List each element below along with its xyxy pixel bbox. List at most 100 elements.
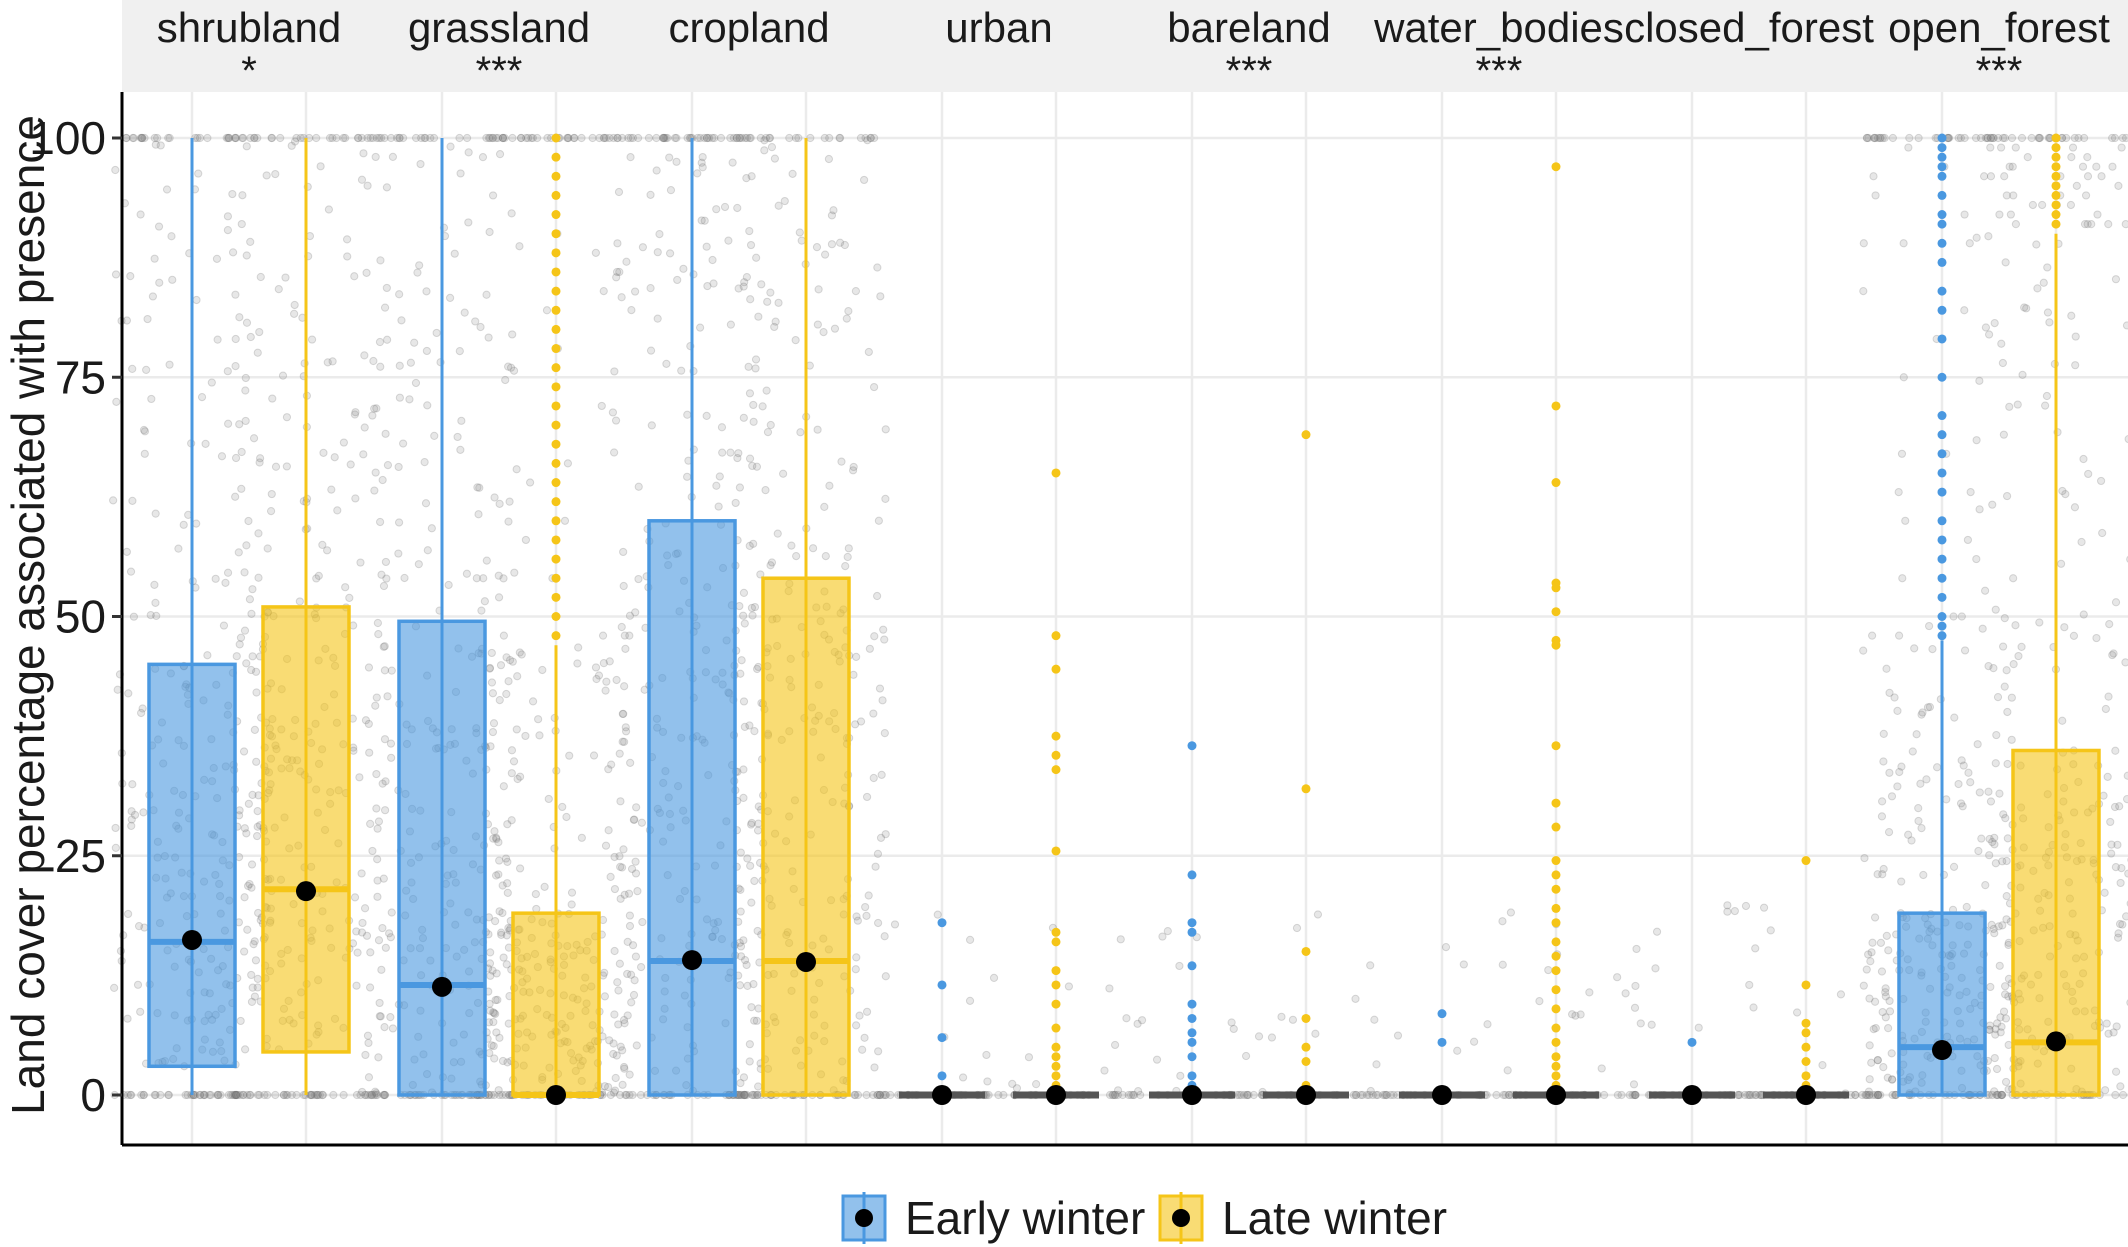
jitter-point [504, 362, 513, 371]
jitter-point [162, 185, 172, 194]
outlier-point [1551, 798, 1561, 808]
jitter-point [168, 275, 177, 284]
jitter-point [1133, 1019, 1142, 1028]
jitter-point [1873, 1090, 1883, 1100]
jitter-point [619, 1015, 629, 1025]
jitter-point [613, 978, 622, 987]
jitter-point [1869, 133, 1879, 143]
jitter-point [370, 1090, 379, 1100]
jitter-point [195, 1090, 205, 1100]
jitter-point [1858, 1090, 1867, 1100]
jitter-point [371, 1087, 380, 1096]
jitter-point [683, 472, 692, 481]
outlier-point [1551, 822, 1561, 832]
jitter-point [825, 481, 834, 490]
jitter-point [241, 386, 250, 395]
jitter-point [746, 240, 756, 250]
jitter-point [504, 517, 513, 526]
jitter-point [999, 1090, 1008, 1100]
jitter-point [152, 611, 161, 621]
jitter-point [1108, 1090, 1117, 1100]
jitter-point [143, 314, 152, 324]
jitter-point [362, 931, 372, 940]
jitter-point [787, 541, 796, 550]
outlier-point [1937, 449, 1947, 459]
jitter-point [1851, 1090, 1860, 1100]
jitter-point [1865, 994, 1874, 1003]
jitter-point [618, 737, 627, 746]
outlier-point [1937, 554, 1947, 564]
jitter-point [387, 666, 396, 675]
jitter-point [621, 1090, 630, 1100]
jitter-point [620, 1064, 629, 1073]
jitter-point [122, 547, 131, 556]
jitter-point [1932, 763, 1942, 772]
jitter-point [751, 355, 761, 364]
jitter-point [1124, 1090, 1133, 1100]
jitter-point [2035, 133, 2044, 143]
jitter-point [228, 189, 237, 199]
jitter-point [625, 631, 634, 640]
jitter-point [2002, 491, 2012, 501]
jitter-point [1865, 1041, 1874, 1050]
jitter-point [364, 719, 373, 729]
jitter-point [612, 675, 621, 685]
jitter-point [1960, 306, 1969, 315]
mean-point [796, 951, 816, 972]
outlier-point [1051, 765, 1061, 775]
jitter-point [421, 499, 431, 508]
jitter-point [626, 153, 635, 162]
jitter-point [2011, 220, 2021, 229]
jitter-point [1871, 191, 1880, 200]
jitter-point [455, 347, 464, 356]
jitter-point [1990, 833, 1999, 842]
jitter-point [870, 133, 879, 143]
jitter-point [1950, 713, 1959, 722]
jitter-point [362, 268, 371, 277]
jitter-point [2107, 849, 2116, 858]
jitter-point [1864, 1087, 1873, 1096]
jitter-point [380, 1090, 389, 1100]
jitter-point [612, 1051, 621, 1060]
jitter-point [238, 133, 247, 143]
outlier-point [1551, 870, 1561, 880]
box [261, 605, 351, 1054]
facet-strip: shrubland*grassland***cropland urban barel… [122, 0, 2128, 93]
jitter-point [247, 665, 256, 675]
jitter-point [122, 133, 131, 143]
jitter-point [1999, 810, 2008, 819]
jitter-point [489, 834, 498, 843]
jitter-point [1877, 967, 1887, 976]
jitter-point [2027, 133, 2036, 143]
jitter-point [1881, 992, 1890, 1001]
jitter-point [495, 856, 504, 865]
jitter-point [455, 133, 464, 143]
jitter-point [2023, 153, 2032, 162]
jitter-point [504, 923, 513, 933]
jitter-point [2083, 172, 2093, 181]
jitter-point [358, 918, 367, 928]
jitter-point [754, 1082, 763, 1091]
jitter-point [1240, 1090, 1249, 1100]
jitter-point [1882, 664, 1891, 673]
jitter-point [1918, 708, 1927, 717]
jitter-point [354, 133, 363, 143]
jitter-point [2111, 862, 2120, 872]
outlier-point [551, 592, 561, 602]
jitter-point [886, 1090, 895, 1100]
jitter-point [372, 404, 381, 413]
jitter-point [740, 619, 749, 628]
jitter-point [2074, 133, 2083, 143]
jitter-point [527, 133, 536, 143]
jitter-point [353, 948, 362, 957]
jitter-point [489, 1008, 498, 1017]
legend-mean-dot [855, 1209, 873, 1227]
outlier-point [1937, 621, 1947, 631]
mean-point [2046, 1031, 2066, 1052]
jitter-point [307, 335, 317, 344]
jitter-point [378, 923, 387, 933]
jitter-point [741, 1090, 750, 1100]
jitter-point [1735, 1090, 1744, 1100]
jitter-point [360, 351, 369, 360]
jitter-point [598, 631, 608, 640]
